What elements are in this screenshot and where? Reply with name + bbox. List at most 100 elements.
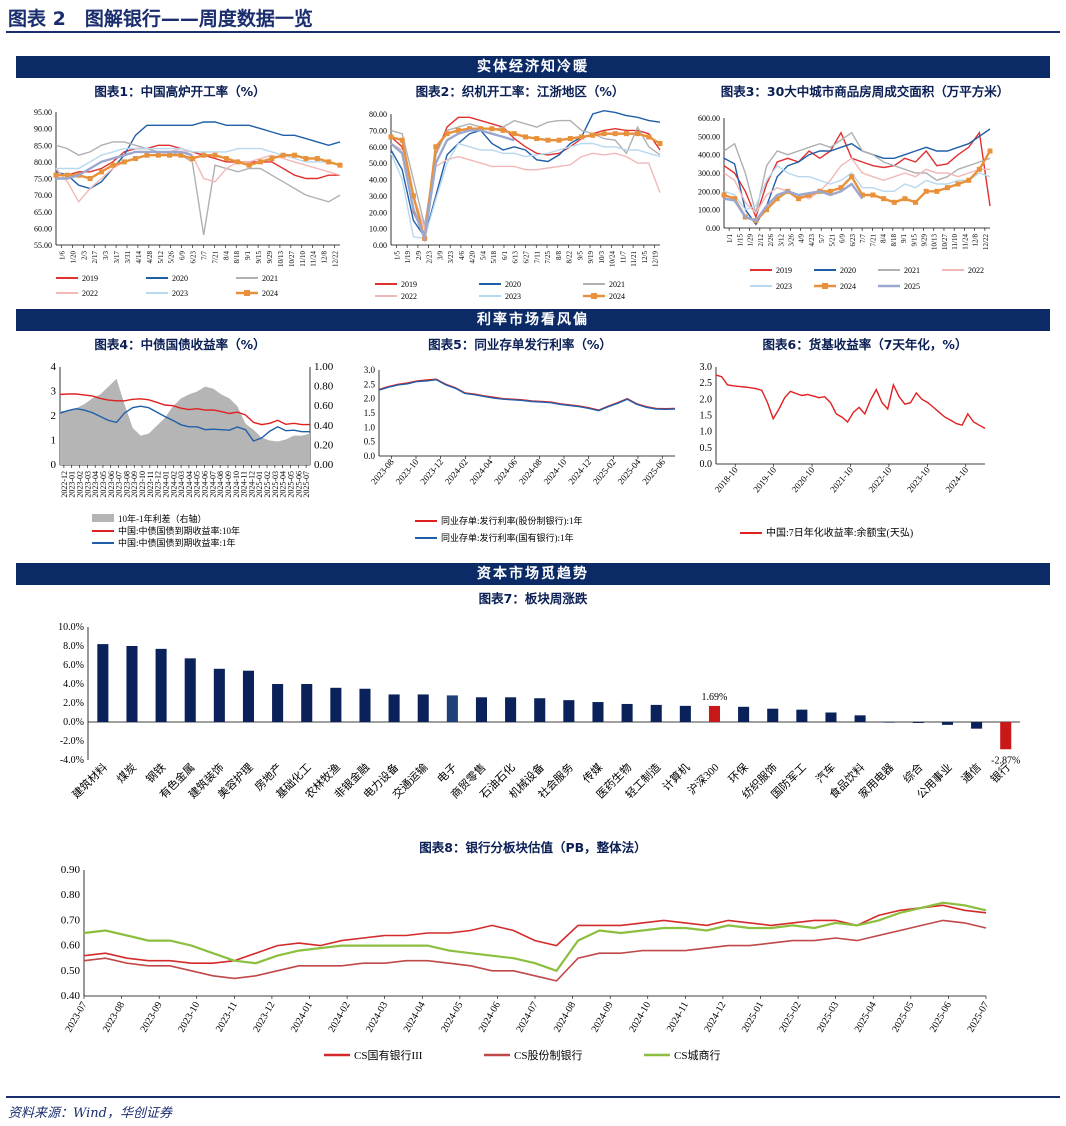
x-tick-label: 2024-07 bbox=[514, 1000, 540, 1034]
y-tick-label: 80.00 bbox=[369, 110, 387, 119]
x-tick-label: 2024-12 bbox=[702, 1000, 728, 1034]
x-tick-label: 12/8 bbox=[972, 234, 980, 247]
y-tick-label: 85.00 bbox=[34, 141, 52, 150]
chart2-title: 图表2：织机开工率：江浙地区（%） bbox=[415, 84, 625, 99]
series-marker-5 bbox=[774, 196, 780, 202]
y-tick-label: 10.0% bbox=[58, 622, 84, 633]
x-tick-label: 2025-03 bbox=[815, 1000, 841, 1034]
series-line-2 bbox=[83, 901, 987, 973]
x-tick-label: 2025-02 bbox=[263, 471, 272, 498]
bar-国防军工 bbox=[796, 709, 808, 722]
x-tick-label: 2024-05 bbox=[193, 471, 202, 498]
x-tick-label: 2025-02 bbox=[591, 457, 618, 486]
x-tick-label: 3/12 bbox=[777, 234, 785, 247]
x-tick-label: 2023-02 bbox=[76, 471, 85, 498]
bar-石油石化 bbox=[505, 697, 517, 722]
x-tick-label: 2022-12 bbox=[60, 471, 69, 498]
x-tick-label: 2024-11 bbox=[240, 471, 249, 497]
series-marker-5 bbox=[902, 196, 908, 202]
series-line-4 bbox=[390, 142, 661, 240]
legend-label-0: CS国有银行III bbox=[354, 1048, 423, 1062]
bar-家用电器 bbox=[883, 722, 895, 723]
x-tick-label: 8/18 bbox=[890, 234, 898, 247]
series-line-2 bbox=[59, 405, 310, 442]
x-tick-label: 2/9 bbox=[415, 251, 423, 260]
series-marker-5 bbox=[923, 188, 929, 194]
series-marker-5 bbox=[292, 152, 298, 158]
bar-交通运输 bbox=[417, 694, 429, 722]
x-tick-label: 12/8 bbox=[321, 251, 329, 264]
x-tick-label: 2025-02 bbox=[777, 1000, 803, 1034]
legend-label-5: 2024 bbox=[609, 292, 625, 301]
x-tick-label: 2023-10 bbox=[394, 456, 421, 486]
y-tick-label: 200.00 bbox=[698, 187, 720, 196]
x-tick-label: 2025-06 bbox=[294, 471, 303, 498]
x-tick-label: 2025-03 bbox=[271, 471, 280, 498]
legend-label-0: 中国:7日年化收益率:余额宝(天弘) bbox=[766, 526, 913, 539]
x-tick-label: 10/24 bbox=[609, 251, 617, 267]
x-tick-label: 2025-04 bbox=[279, 471, 288, 498]
legend-marker-5 bbox=[591, 293, 597, 299]
section-band-rates: 利率市场看风偏 bbox=[16, 309, 1050, 331]
series-marker-5 bbox=[246, 162, 252, 168]
bar-机械设备 bbox=[534, 698, 546, 722]
series-marker-5 bbox=[635, 131, 641, 137]
x-tick-label: 2023-08 bbox=[101, 1000, 127, 1034]
series-marker-5 bbox=[934, 188, 940, 194]
x-tick-label: 2024-01 bbox=[289, 1000, 315, 1034]
x-tick-label: 2025-07 bbox=[965, 1000, 991, 1034]
series-line-1 bbox=[55, 121, 341, 190]
category-label: 传媒 bbox=[580, 761, 605, 786]
y-tick-label: -4.0% bbox=[60, 755, 84, 766]
x-tick-label: 2024-01 bbox=[161, 471, 170, 498]
series-marker-5 bbox=[976, 166, 982, 172]
legend-label-0: 2019 bbox=[401, 280, 417, 289]
x-tick-label: 1/29 bbox=[747, 234, 755, 247]
footer-rule bbox=[6, 1096, 1060, 1098]
series-marker-5 bbox=[657, 140, 663, 146]
y-tick-label: 2.0 bbox=[364, 394, 376, 404]
series-marker-5 bbox=[913, 199, 919, 205]
chart4-title: 图表4：中债国债收益率（%） bbox=[94, 337, 266, 352]
x-tick-label: 2024-10 bbox=[627, 1000, 653, 1034]
x-tick-label: 4/28 bbox=[146, 251, 154, 264]
series-marker-5 bbox=[859, 192, 865, 198]
x-tick-label: 5/21 bbox=[828, 234, 836, 247]
chart3-title: 图表3：30大中城市商品房周成交面积（万平方米） bbox=[720, 84, 1010, 99]
legend-label-3: 2022 bbox=[401, 292, 417, 301]
y-tick-label: 10.00 bbox=[369, 225, 387, 234]
y-tick-label: 0.60 bbox=[61, 940, 81, 952]
x-tick-label: 2023-04 bbox=[91, 471, 100, 498]
legend-label-1: 中国:中债国债到期收益率:10年 bbox=[118, 525, 240, 536]
x-tick-label: 2023-09 bbox=[139, 1000, 165, 1034]
x-tick-label: 10/13 bbox=[277, 251, 285, 267]
x-tick-label: 2025-04 bbox=[853, 1000, 879, 1034]
x-tick-label: 9/29 bbox=[266, 251, 274, 264]
series-marker-5 bbox=[64, 172, 70, 178]
series-marker-5 bbox=[399, 137, 405, 143]
series-marker-5 bbox=[523, 134, 528, 140]
y-tick-label: 4.0% bbox=[63, 679, 84, 690]
y-tick-label: 0.90 bbox=[61, 864, 81, 876]
bar-银行 bbox=[1000, 722, 1012, 750]
y2-tick-label: 1.00 bbox=[314, 361, 334, 373]
x-tick-label: 2023-12 bbox=[251, 1000, 277, 1034]
y2-tick-label: 0.00 bbox=[314, 459, 334, 471]
bar-商贸零售 bbox=[475, 697, 488, 722]
series-marker-5 bbox=[891, 199, 897, 205]
y-tick-label: 500.00 bbox=[698, 132, 720, 141]
y-tick-label: 0.0 bbox=[700, 459, 713, 470]
series-marker-5 bbox=[764, 207, 770, 213]
x-tick-label: 2024-12 bbox=[247, 471, 256, 498]
bar-综合 bbox=[912, 722, 924, 723]
series-marker-5 bbox=[955, 181, 961, 187]
legend-label-6: 2025 bbox=[82, 304, 98, 305]
x-tick-label: 2024-02 bbox=[326, 1000, 352, 1034]
x-tick-label: 9/15 bbox=[910, 234, 918, 247]
x-tick-label: 2025-01 bbox=[740, 1000, 766, 1034]
legend-swatch-0 bbox=[92, 514, 114, 522]
x-tick-label: 2024-03 bbox=[177, 471, 186, 498]
y-tick-label: 2 bbox=[51, 410, 57, 422]
series-marker-5 bbox=[155, 152, 161, 158]
